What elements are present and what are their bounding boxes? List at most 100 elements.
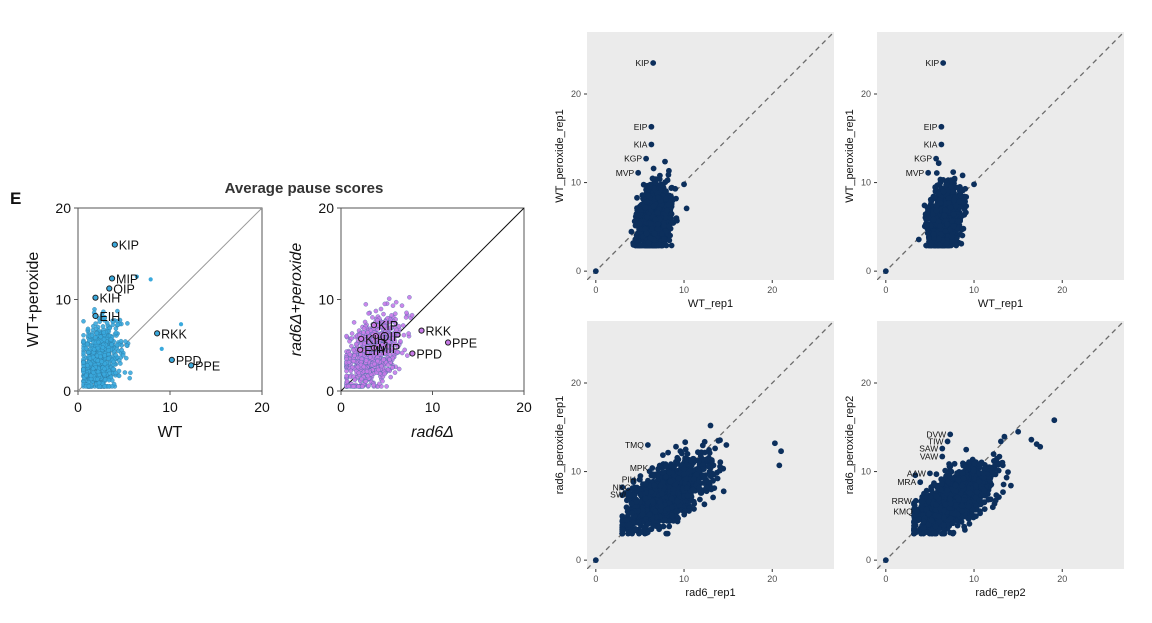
scatter-point — [97, 319, 102, 324]
x-axis-label: WT_rep1 — [978, 298, 1023, 310]
scatter-point — [347, 352, 353, 357]
scatter-point — [682, 439, 689, 446]
scatter-point — [657, 172, 663, 179]
scatter-point — [944, 221, 950, 228]
point-label: QIP — [113, 283, 135, 297]
scatter-point — [85, 363, 90, 368]
scatter-point — [103, 377, 108, 382]
scatter-point — [930, 216, 937, 223]
scatter-point — [344, 333, 349, 339]
scatter-point — [636, 220, 643, 227]
scatter-point — [378, 306, 384, 312]
scatter-point — [87, 338, 92, 343]
scatter-point — [396, 366, 402, 372]
scatter-point — [95, 369, 101, 375]
scatter-point — [649, 225, 656, 232]
scatter-point — [644, 214, 650, 221]
scatter-point — [407, 295, 412, 300]
scatter-point — [120, 353, 126, 358]
scatter-point — [954, 184, 961, 191]
scatter-point — [178, 322, 184, 327]
scatter-point — [367, 334, 372, 340]
scatter-point — [646, 184, 653, 191]
scatter-point — [948, 233, 955, 240]
scatter-point — [706, 450, 713, 456]
scatter-point — [90, 354, 96, 360]
scatter-point — [654, 221, 661, 228]
scatter-point — [924, 230, 931, 237]
scatter-point — [935, 190, 942, 197]
scatter-point — [98, 354, 103, 359]
scatter-point — [363, 358, 369, 363]
labeled-point — [92, 312, 99, 320]
scatter-point — [370, 315, 375, 320]
point-label: KIA — [634, 139, 648, 149]
scatter-point — [100, 324, 106, 329]
scatter-point — [935, 160, 942, 167]
y-tick-label: 20 — [861, 89, 871, 99]
scatter-point — [102, 353, 107, 358]
labeled-point — [643, 155, 650, 162]
labeled-point — [372, 333, 379, 340]
scatter-point — [387, 357, 392, 362]
scatter-point — [665, 201, 672, 208]
scatter-point — [399, 303, 405, 308]
scatter-point — [659, 231, 665, 237]
diagonal-line — [587, 32, 834, 280]
scatter-point — [115, 322, 120, 327]
scatter-point — [396, 323, 402, 329]
scatter-point — [366, 311, 371, 316]
scatter-point — [650, 165, 657, 172]
scatter-point — [128, 370, 133, 376]
scatter-point — [935, 218, 942, 225]
scatter-point — [116, 368, 122, 374]
scatter-point — [344, 368, 349, 374]
labeled-point — [370, 322, 378, 329]
scatter-point — [402, 347, 407, 353]
scatter-point — [653, 176, 659, 183]
point-label: EIH — [99, 310, 120, 324]
scatter-point — [124, 343, 130, 348]
labeled-point — [92, 294, 99, 301]
point-label: MVP — [906, 168, 925, 178]
scatter-point — [353, 341, 359, 347]
scatter-point — [114, 342, 120, 348]
scatter-point — [681, 181, 687, 188]
point-label: EIH — [364, 344, 385, 358]
scatter-point — [101, 371, 107, 377]
scatter-point — [406, 331, 411, 336]
labeled-point — [938, 141, 945, 148]
scatter-point — [113, 330, 119, 336]
scatter-point — [667, 215, 674, 221]
scatter-point — [664, 207, 670, 214]
scatter-point — [96, 380, 102, 386]
scatter-point — [389, 336, 395, 341]
scatter-point — [108, 337, 114, 342]
data-points — [882, 160, 977, 275]
scatter-point — [383, 319, 388, 324]
scatter-point — [943, 182, 949, 188]
scatter-point — [707, 473, 714, 480]
scatter-point — [664, 177, 671, 184]
scatter-point — [387, 352, 393, 357]
figure-title: Average pause scores — [225, 180, 384, 197]
scatter-point — [653, 242, 660, 249]
scatter-point — [356, 370, 362, 376]
scatter-point — [351, 384, 356, 389]
scatter-point — [662, 158, 668, 165]
scatter-point — [365, 344, 370, 349]
scatter-point — [637, 207, 643, 214]
y-tick-label: 10 — [861, 178, 871, 188]
scatter-point — [81, 333, 86, 338]
scatter-point — [644, 198, 650, 205]
x-tick-label: 10 — [162, 399, 178, 415]
scatter-point — [349, 343, 354, 349]
scatter-point — [361, 330, 366, 335]
scatter-point — [359, 384, 365, 389]
scatter-point — [108, 374, 114, 380]
y-tick-label: 10 — [55, 292, 71, 308]
labeled-point — [635, 169, 642, 176]
scatter-point — [352, 377, 358, 383]
scatter-point — [393, 311, 398, 316]
